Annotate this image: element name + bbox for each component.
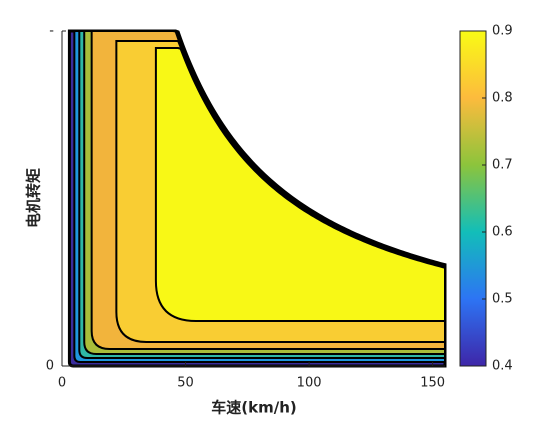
colorbar-tick-label: 0.4 [492,359,513,374]
colorbar-tick-label: 0.5 [492,292,513,307]
colorbar-tick-label: 0.6 [492,225,513,240]
colorbar [459,30,487,367]
y-axis-label: 电机转矩 [25,168,43,228]
y-tick-label: - [49,24,54,39]
y-tick-label: 0 [46,359,54,374]
colorbar-tick-label: 0.8 [492,91,513,106]
colorbar-tick-label: 0.7 [492,158,513,173]
colorbar-tick-label: 0.9 [492,24,513,39]
x-tick-label: 0 [58,376,66,391]
x-tick-label: 50 [177,376,194,391]
x-tick-label: 150 [420,376,445,391]
contour-region [154,47,446,322]
x-axis-label: 车速(km/h) [211,399,296,417]
x-tick-label: 100 [297,376,322,391]
